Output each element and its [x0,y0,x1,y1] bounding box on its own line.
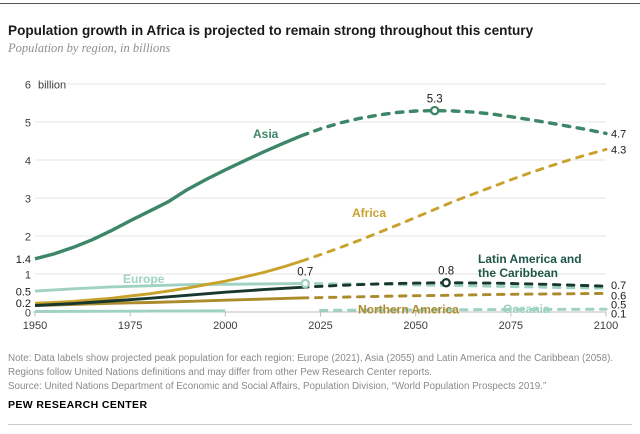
series-line-latin_america-solid [34,285,302,307]
x-axis-tick-label: 2000 [213,320,237,332]
peak-value-label-europe: 0.7 [297,267,313,279]
chart-notes: Note: Data labels show projected peak po… [8,352,638,394]
x-axis-tick-label: 1950 [23,320,47,332]
y-axis-tick-label: 2 [25,232,31,244]
start-value-label-asia: 1.4 [16,254,31,266]
y-axis-tick-label: 3 [25,194,31,206]
y-axis-tick-label: 5 [25,118,31,130]
end-value-label-asia: 4.7 [611,128,626,140]
series-label-northern_america: Northern America [358,303,459,317]
note-line-1: Note: Data labels show projected peak po… [8,353,614,364]
end-value-label-europe: 0.6 [611,291,626,303]
y-axis-unit-label: billion [38,80,66,92]
series-line-africa-solid [34,259,302,305]
note-line-3: Source: United Nations Department of Eco… [8,381,547,392]
y-axis-tick-label: 4 [25,156,31,168]
population-line-chart: 0 1 2 3 4 5 6 billion 1950 1975 2000 2025 2050 2075 21… [16,80,627,333]
x-axis-tick-label: 2025 [308,320,332,332]
series-label-africa: Africa [352,206,386,220]
series-line-oceania-solid [34,309,226,313]
peak-marker-europe [300,278,311,289]
series-label-latin_america: Latin America and the Caribbean [478,252,582,280]
series-line-oceania-projected [319,307,608,312]
series-line-europe-projected [300,282,608,290]
start-value-label-europe: 0.5 [16,287,31,299]
end-value-label-northern_america: 0.5 [611,300,626,312]
series-line-northern_america-projected [300,291,608,300]
y-axis-tick-label: 6 [25,80,31,92]
peak-value-label-latin_america: 0.8 [438,266,454,278]
note-line-2: Regions follow United Nations definition… [8,367,433,378]
footer-brand: PEW RESEARCH CENTER [8,399,148,411]
end-value-label-oceania: 0.1 [611,309,626,321]
x-axis-tick-label: 2100 [594,320,618,332]
peak-marker-asia [429,105,440,116]
series-line-africa-projected [300,147,608,263]
series-label-asia: Asia [253,127,279,141]
peak-value-label-asia: 5.3 [427,94,443,106]
y-axis-tick-label: 1 [25,270,31,282]
peak-marker-latin_america [441,277,451,288]
x-axis-tick-label: 2050 [403,320,427,332]
series-label-oceania: Oceania [503,302,550,316]
end-value-label-africa: 4.3 [611,144,626,156]
series-label-europe: Europe [123,272,165,286]
bottom-divider [8,424,632,425]
page-subtitle: Population by region, in billions [8,41,171,55]
y-axis-tick-label: 0 [25,308,31,320]
end-value-label-latin_america: 0.7 [611,280,626,292]
series-line-asia-solid [34,134,303,261]
start-value-label-africa: 0.2 [16,298,31,310]
series-line-asia-projected [299,108,608,138]
x-axis-tick-label: 1975 [118,320,142,332]
page-title: Population growth in Africa is projected… [8,23,534,39]
series-line-europe-solid [34,282,302,293]
top-divider [0,3,640,4]
x-axis-tick-label: 2075 [499,320,523,332]
